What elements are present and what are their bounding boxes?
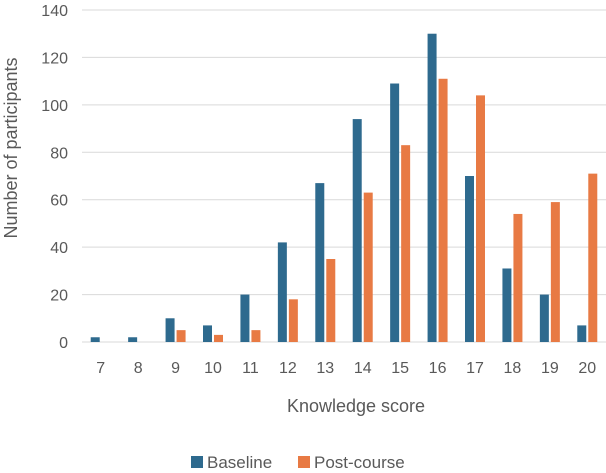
legend: Baseline Post-course <box>191 453 405 472</box>
x-tick-label: 15 <box>391 360 409 377</box>
x-tick-labels: 7 8 9 10 11 12 13 14 15 16 17 18 19 20 <box>96 360 596 377</box>
x-axis-title: Knowledge score <box>287 396 425 416</box>
y-tick-label: 40 <box>50 240 68 257</box>
x-tick-label: 13 <box>316 360 334 377</box>
x-tick-label: 19 <box>541 360 559 377</box>
x-tick-label: 9 <box>171 360 180 377</box>
bar-baseline-14 <box>352 119 362 342</box>
bar-post-course-14 <box>363 192 373 342</box>
y-tick-label: 20 <box>50 288 68 305</box>
bars <box>90 33 598 343</box>
bar-post-course-17 <box>476 95 485 342</box>
x-tick-label: 8 <box>134 360 143 377</box>
y-tick-label: 100 <box>41 98 68 115</box>
bar-baseline-12 <box>277 242 287 342</box>
bar-baseline-17 <box>465 176 474 342</box>
y-axis-title: Number of participants <box>1 57 21 238</box>
bar-post-course-12 <box>288 299 298 342</box>
y-tick-label: 0 <box>59 335 68 352</box>
legend-swatch-post-course <box>298 456 310 468</box>
bar-baseline-18 <box>502 268 512 342</box>
x-tick-label: 12 <box>279 360 297 377</box>
legend-label-baseline: Baseline <box>207 453 272 472</box>
x-tick-label: 20 <box>578 360 596 377</box>
bar-baseline-9 <box>165 318 175 342</box>
bar-post-course-20 <box>588 173 598 342</box>
bar-post-course-16 <box>438 78 448 343</box>
x-tick-label: 16 <box>429 360 447 377</box>
bar-post-course-9 <box>176 330 186 342</box>
bar-baseline-7 <box>90 337 100 342</box>
legend-label-post-course: Post-course <box>314 453 405 472</box>
legend-swatch-baseline <box>191 456 203 468</box>
bar-post-course-15 <box>401 145 411 342</box>
y-tick-label: 80 <box>50 145 68 162</box>
bar-baseline-11 <box>240 294 250 342</box>
bar-baseline-20 <box>577 325 587 342</box>
x-tick-label: 18 <box>504 360 522 377</box>
y-tick-label: 120 <box>41 50 68 67</box>
bar-baseline-19 <box>539 294 549 342</box>
bar-baseline-13 <box>315 183 325 342</box>
y-tick-label: 60 <box>50 193 68 210</box>
x-tick-label: 14 <box>354 360 372 377</box>
x-tick-label: 11 <box>242 360 259 377</box>
bar-baseline-15 <box>390 83 400 342</box>
bar-post-course-13 <box>326 259 336 342</box>
x-tick-label: 17 <box>466 360 484 377</box>
bar-post-course-10 <box>214 334 223 342</box>
bar-baseline-10 <box>203 325 212 342</box>
bar-baseline-16 <box>427 33 437 342</box>
bar-post-course-11 <box>251 330 261 342</box>
x-tick-label: 7 <box>96 360 105 377</box>
gridlines <box>82 9 606 343</box>
x-tick-label: 10 <box>204 360 222 377</box>
bar-post-course-18 <box>513 213 523 342</box>
y-tick-label: 140 <box>41 3 68 20</box>
bar-baseline-8 <box>128 337 138 342</box>
y-tick-labels: 0 20 40 60 80 100 120 140 <box>41 3 68 352</box>
bar-post-course-19 <box>550 202 560 342</box>
